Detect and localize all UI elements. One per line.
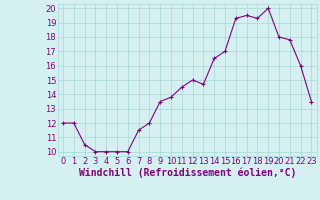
X-axis label: Windchill (Refroidissement éolien,°C): Windchill (Refroidissement éolien,°C) — [78, 168, 296, 178]
